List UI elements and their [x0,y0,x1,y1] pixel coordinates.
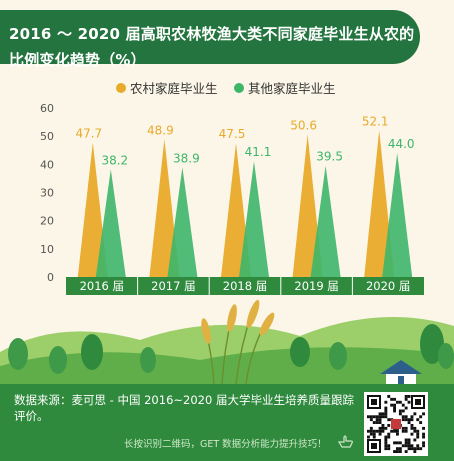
x-axis: 2016 届 2017 届 2018 届 2019 届 2020 届 [66,277,424,295]
data-label-other-2: 41.1 [245,145,272,159]
bar-other-2 [239,161,269,277]
x-tick-label: 2019 届 [294,279,338,293]
qr-call-to-action: 长按识别二维码，GET 数据分析能力提升技巧！ [124,439,327,450]
legend: 农村家庭毕业生 其他家庭毕业生 [116,81,336,96]
bar-other-4 [382,153,413,277]
data-label-other-0: 38.2 [101,153,128,167]
x-tick-label: 2017 届 [151,279,195,293]
bar-other-3 [310,165,341,277]
y-tick-label: 60 [40,102,54,115]
y-tick-label: 30 [40,187,54,200]
y-tick-label: 20 [40,215,54,228]
data-label-rural-0: 47.7 [75,127,102,141]
data-label-rural-3: 50.6 [290,118,317,132]
x-tick-label: 2018 届 [223,279,267,293]
house-icon [380,360,422,384]
legend-label-1: 其他家庭毕业生 [248,81,336,96]
data-label-rural-4: 52.1 [362,114,389,128]
y-axis: 0 10 20 30 40 50 60 [40,102,54,284]
y-tick-label: 0 [47,271,54,284]
legend-swatch-1 [234,83,244,93]
y-tick-label: 10 [40,243,54,256]
data-label-rural-2: 47.5 [219,127,246,141]
data-source-note: 数据来源：麦可思 - 中国 2016~2020 届大学毕业生培养质量跟踪评价。 [14,393,354,423]
chart-title-line-2: 比例变化趋势（%） [9,51,146,69]
chart-title-line-1: 2016 ～ 2020 届高职农林牧渔大类不同家庭毕业生从农的 [9,25,415,43]
y-tick-label: 40 [40,158,54,171]
data-label-rural-1: 48.9 [147,123,174,137]
bar-other-0 [95,169,126,277]
bar-chart: 农村家庭毕业生 其他家庭毕业生 0 10 20 30 40 50 60 2016 届 2017 … [0,81,454,384]
bar-other-1 [167,167,198,277]
data-label-other-3: 39.5 [316,150,343,164]
chart-marks: 47.7 38.2 48.9 38.9 47.5 41.1 50.6 39.5 52.1 44.0 [75,114,415,277]
landscape-decoration [0,299,454,384]
x-tick-label: 2020 届 [366,279,410,293]
title-banner: 2016 ～ 2020 届高职农林牧渔大类不同家庭毕业生从农的 比例变化趋势（%… [0,10,420,69]
hand-pointer-icon [338,435,353,448]
qr-code-icon[interactable] [364,392,428,456]
bar-rural-3 [292,134,323,277]
footer: 数据来源：麦可思 - 中国 2016~2020 届大学毕业生培养质量跟踪评价。 … [0,384,454,461]
bar-rural-1 [149,139,180,277]
x-axis-band [66,277,424,295]
x-tick-label: 2016 届 [80,279,124,293]
y-tick-label: 50 [40,130,54,143]
legend-label-0: 农村家庭毕业生 [130,81,218,96]
data-label-other-1: 38.9 [173,151,200,165]
bar-rural-0 [77,142,108,277]
data-label-other-4: 44.0 [388,137,415,151]
legend-swatch-0 [116,83,126,93]
